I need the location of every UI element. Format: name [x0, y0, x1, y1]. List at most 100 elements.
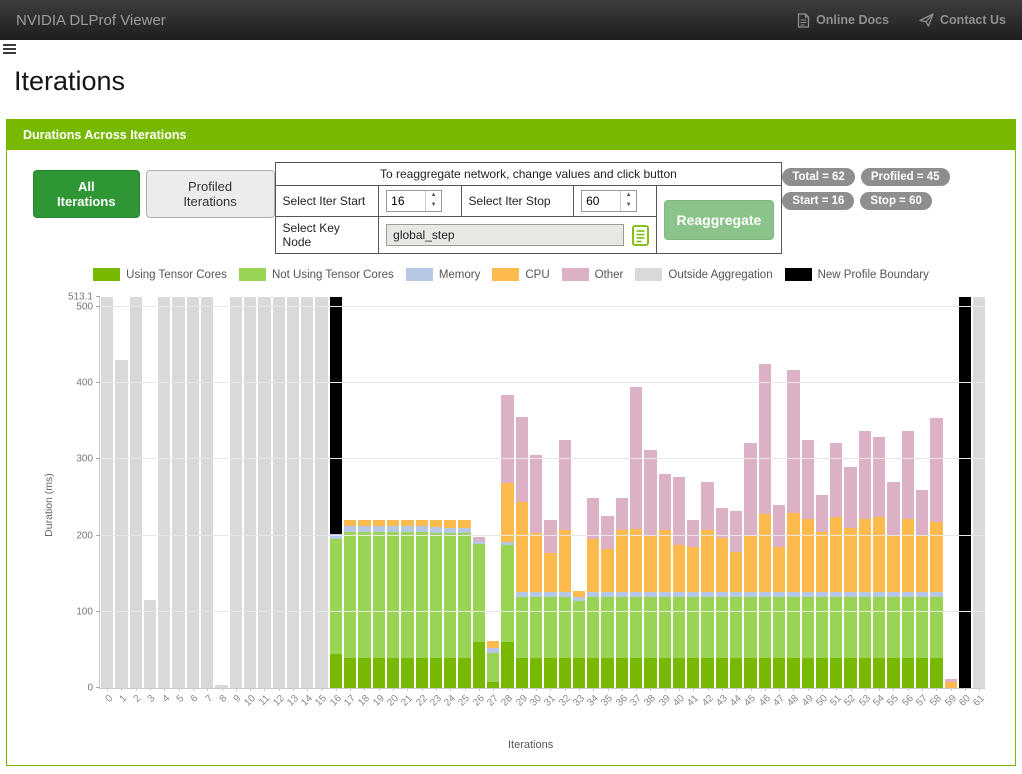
bar-iteration-4[interactable]: 4: [158, 297, 172, 705]
iter-stop-input[interactable]: [582, 191, 621, 211]
bar-iteration-9[interactable]: 9: [229, 297, 244, 705]
bar-iteration-39[interactable]: 39: [657, 297, 673, 709]
bar-segment: [529, 533, 543, 593]
profiled-iterations-button[interactable]: Profiled Iterations: [145, 170, 275, 218]
x-tick-mark: [550, 688, 552, 691]
iter-start-input[interactable]: [387, 191, 426, 211]
bar-segment: [915, 596, 929, 658]
bar-iteration-5[interactable]: 5: [172, 297, 186, 705]
bar-iteration-26[interactable]: 26: [471, 297, 487, 709]
bar-iteration-17[interactable]: 17: [342, 297, 358, 709]
bar-iteration-49[interactable]: 49: [800, 297, 815, 709]
reaggregate-button[interactable]: Reaggregate: [663, 199, 775, 240]
bar-iteration-60[interactable]: 60: [957, 297, 973, 709]
bar-iteration-61[interactable]: 61: [971, 297, 987, 709]
bar-iteration-14[interactable]: 14: [299, 297, 315, 709]
legend-item[interactable]: New Profile Boundary: [784, 268, 929, 281]
key-node-file-icon[interactable]: [631, 225, 649, 247]
bar-iteration-19[interactable]: 19: [371, 297, 387, 709]
bar-iteration-36[interactable]: 36: [614, 297, 630, 709]
bar-segment: [644, 596, 657, 658]
bar-iteration-35[interactable]: 35: [600, 297, 615, 709]
bar-segment: [372, 531, 385, 658]
bar-iteration-24[interactable]: 24: [442, 297, 458, 709]
legend-item[interactable]: Other: [561, 268, 623, 281]
bar-iteration-44[interactable]: 44: [728, 297, 744, 709]
bar-iteration-3[interactable]: 3: [143, 297, 158, 705]
legend-item[interactable]: CPU: [492, 268, 550, 281]
bar-iteration-43[interactable]: 43: [714, 297, 730, 709]
bar-iteration-40[interactable]: 40: [671, 297, 687, 709]
spin-up-icon[interactable]: ▲: [625, 192, 632, 198]
bar-iteration-10[interactable]: 10: [242, 297, 258, 709]
bar-iteration-41[interactable]: 41: [685, 297, 701, 709]
iter-start-spin-arrows[interactable]: ▲ ▼: [425, 191, 441, 211]
bar-iteration-58[interactable]: 58: [929, 297, 944, 709]
bar-iteration-21[interactable]: 21: [400, 297, 415, 709]
bar-iteration-22[interactable]: 22: [414, 297, 429, 709]
spin-up-icon[interactable]: ▲: [430, 192, 437, 198]
legend-item[interactable]: Using Tensor Cores: [93, 268, 227, 281]
bar-iteration-33[interactable]: 33: [571, 297, 587, 709]
bar-iteration-57[interactable]: 57: [914, 297, 930, 709]
bar-iteration-51[interactable]: 51: [828, 297, 844, 709]
legend-item[interactable]: Not Using Tensor Cores: [238, 268, 394, 281]
iter-stop-spin-arrows[interactable]: ▲ ▼: [620, 191, 636, 211]
bar-segment: [329, 534, 343, 539]
contact-us-link[interactable]: Contact Us: [919, 13, 1006, 27]
online-docs-link[interactable]: Online Docs: [797, 12, 889, 28]
bar-iteration-48[interactable]: 48: [786, 297, 801, 709]
x-tick-mark: [264, 688, 266, 691]
bar-iteration-37[interactable]: 37: [628, 297, 644, 709]
legend-swatch: [561, 268, 589, 281]
spin-down-icon[interactable]: ▼: [430, 202, 437, 208]
key-node-input[interactable]: [386, 223, 625, 246]
spin-down-icon[interactable]: ▼: [625, 202, 632, 208]
bar-iteration-46[interactable]: 46: [757, 297, 773, 709]
bar-segment: [501, 542, 514, 545]
bar-iteration-25[interactable]: 25: [457, 297, 472, 709]
bar-iteration-12[interactable]: 12: [271, 297, 286, 709]
y-tick-mark: [96, 687, 100, 688]
bar-iteration-1[interactable]: 1: [115, 297, 129, 705]
bar-iteration-32[interactable]: 32: [557, 297, 572, 709]
bar-segment: [930, 596, 943, 658]
bar-iteration-23[interactable]: 23: [428, 297, 444, 709]
bar-iteration-42[interactable]: 42: [700, 297, 715, 709]
all-iterations-button[interactable]: All Iterations: [33, 170, 140, 218]
bar-iteration-55[interactable]: 55: [886, 297, 901, 709]
bar-iteration-54[interactable]: 54: [871, 297, 887, 709]
menu-toggle-icon[interactable]: [3, 44, 16, 54]
bar-iteration-2[interactable]: 2: [129, 297, 144, 705]
bar-iteration-50[interactable]: 50: [814, 297, 830, 709]
bar-iteration-29[interactable]: 29: [514, 297, 530, 709]
bar-stack: [629, 297, 643, 688]
bar-iteration-13[interactable]: 13: [285, 297, 301, 709]
bar-iteration-11[interactable]: 11: [257, 297, 272, 708]
bar-iteration-15[interactable]: 15: [314, 297, 329, 709]
bar-iteration-8[interactable]: 8: [215, 297, 229, 705]
bar-iteration-7[interactable]: 7: [201, 297, 215, 705]
bar-iteration-53[interactable]: 53: [857, 297, 873, 709]
bar-segment: [672, 544, 686, 593]
legend-item[interactable]: Outside Aggregation: [635, 268, 773, 281]
legend-item[interactable]: Memory: [405, 268, 480, 281]
bar-iteration-27[interactable]: 27: [485, 297, 501, 709]
bar-iteration-47[interactable]: 47: [771, 297, 787, 709]
bar-segment: [858, 518, 872, 593]
bar-iteration-45[interactable]: 45: [743, 297, 758, 709]
bar-iteration-0[interactable]: 0: [101, 297, 115, 705]
bar-iteration-28[interactable]: 28: [500, 297, 515, 709]
bar-iteration-52[interactable]: 52: [843, 297, 858, 709]
bar-iteration-30[interactable]: 30: [528, 297, 544, 709]
bar-iteration-56[interactable]: 56: [900, 297, 916, 709]
bar-iteration-34[interactable]: 34: [585, 297, 601, 709]
bar-iteration-16[interactable]: 16: [328, 297, 344, 709]
bar-iteration-18[interactable]: 18: [357, 297, 372, 709]
bar-segment: [415, 526, 428, 532]
bar-iteration-31[interactable]: 31: [542, 297, 558, 709]
bar-iteration-59[interactable]: 59: [943, 297, 958, 709]
bar-iteration-38[interactable]: 38: [643, 297, 658, 709]
bar-iteration-6[interactable]: 6: [186, 297, 201, 705]
bar-iteration-20[interactable]: 20: [385, 297, 401, 709]
